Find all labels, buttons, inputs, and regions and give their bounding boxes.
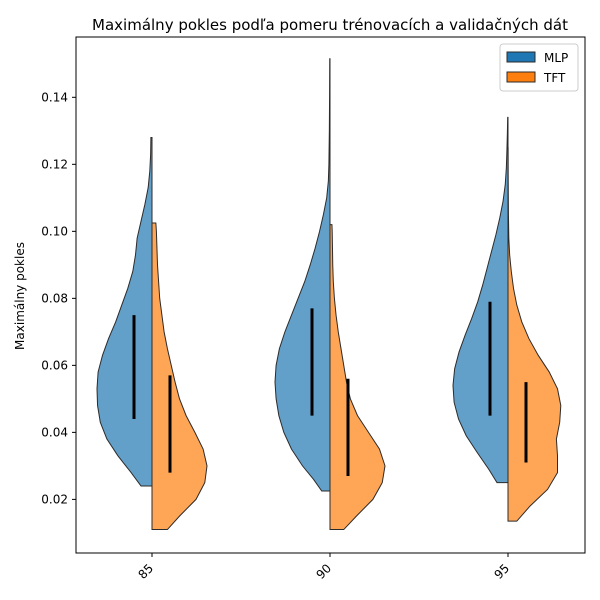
x-tick-label: 90 xyxy=(313,561,334,582)
x-tick-label: 95 xyxy=(491,561,512,582)
legend-label-mlp: MLP xyxy=(544,51,568,65)
violin-tft-85 xyxy=(151,222,208,531)
y-axis-title: Maximálny pokles xyxy=(13,242,27,350)
y-tick-label: 0.06 xyxy=(41,358,68,372)
legend-label-tft: TFT xyxy=(543,71,566,85)
legend: MLP TFT xyxy=(499,43,579,92)
y-tick-label: 0.12 xyxy=(41,157,68,171)
x-tick-label: 85 xyxy=(135,561,156,582)
violin-tft-95 xyxy=(507,147,562,522)
y-tick-label: 0.02 xyxy=(41,492,68,506)
chart-title: Maximálny pokles podľa pomeru trénovacíc… xyxy=(92,16,568,34)
violins-layer xyxy=(96,58,562,531)
legend-swatch-tft xyxy=(506,71,536,83)
iqr-bars-layer xyxy=(132,301,528,476)
violin-mlp-95 xyxy=(452,116,509,484)
y-tick-label: 0.14 xyxy=(41,90,68,104)
y-tick-label: 0.04 xyxy=(41,425,68,439)
y-tick-label: 0.08 xyxy=(41,291,68,305)
plot-frame xyxy=(75,36,586,554)
y-tick-label: 0.10 xyxy=(41,224,68,238)
legend-swatch-mlp xyxy=(506,51,536,63)
y-axis: 0.02 0.04 0.06 0.08 0.10 0.12 0.14 xyxy=(41,90,76,506)
violin-tft-90 xyxy=(329,224,386,531)
violin-mlp-90 xyxy=(274,58,331,492)
x-axis: 85 90 95 xyxy=(135,553,512,582)
violin-mlp-85 xyxy=(96,137,153,487)
